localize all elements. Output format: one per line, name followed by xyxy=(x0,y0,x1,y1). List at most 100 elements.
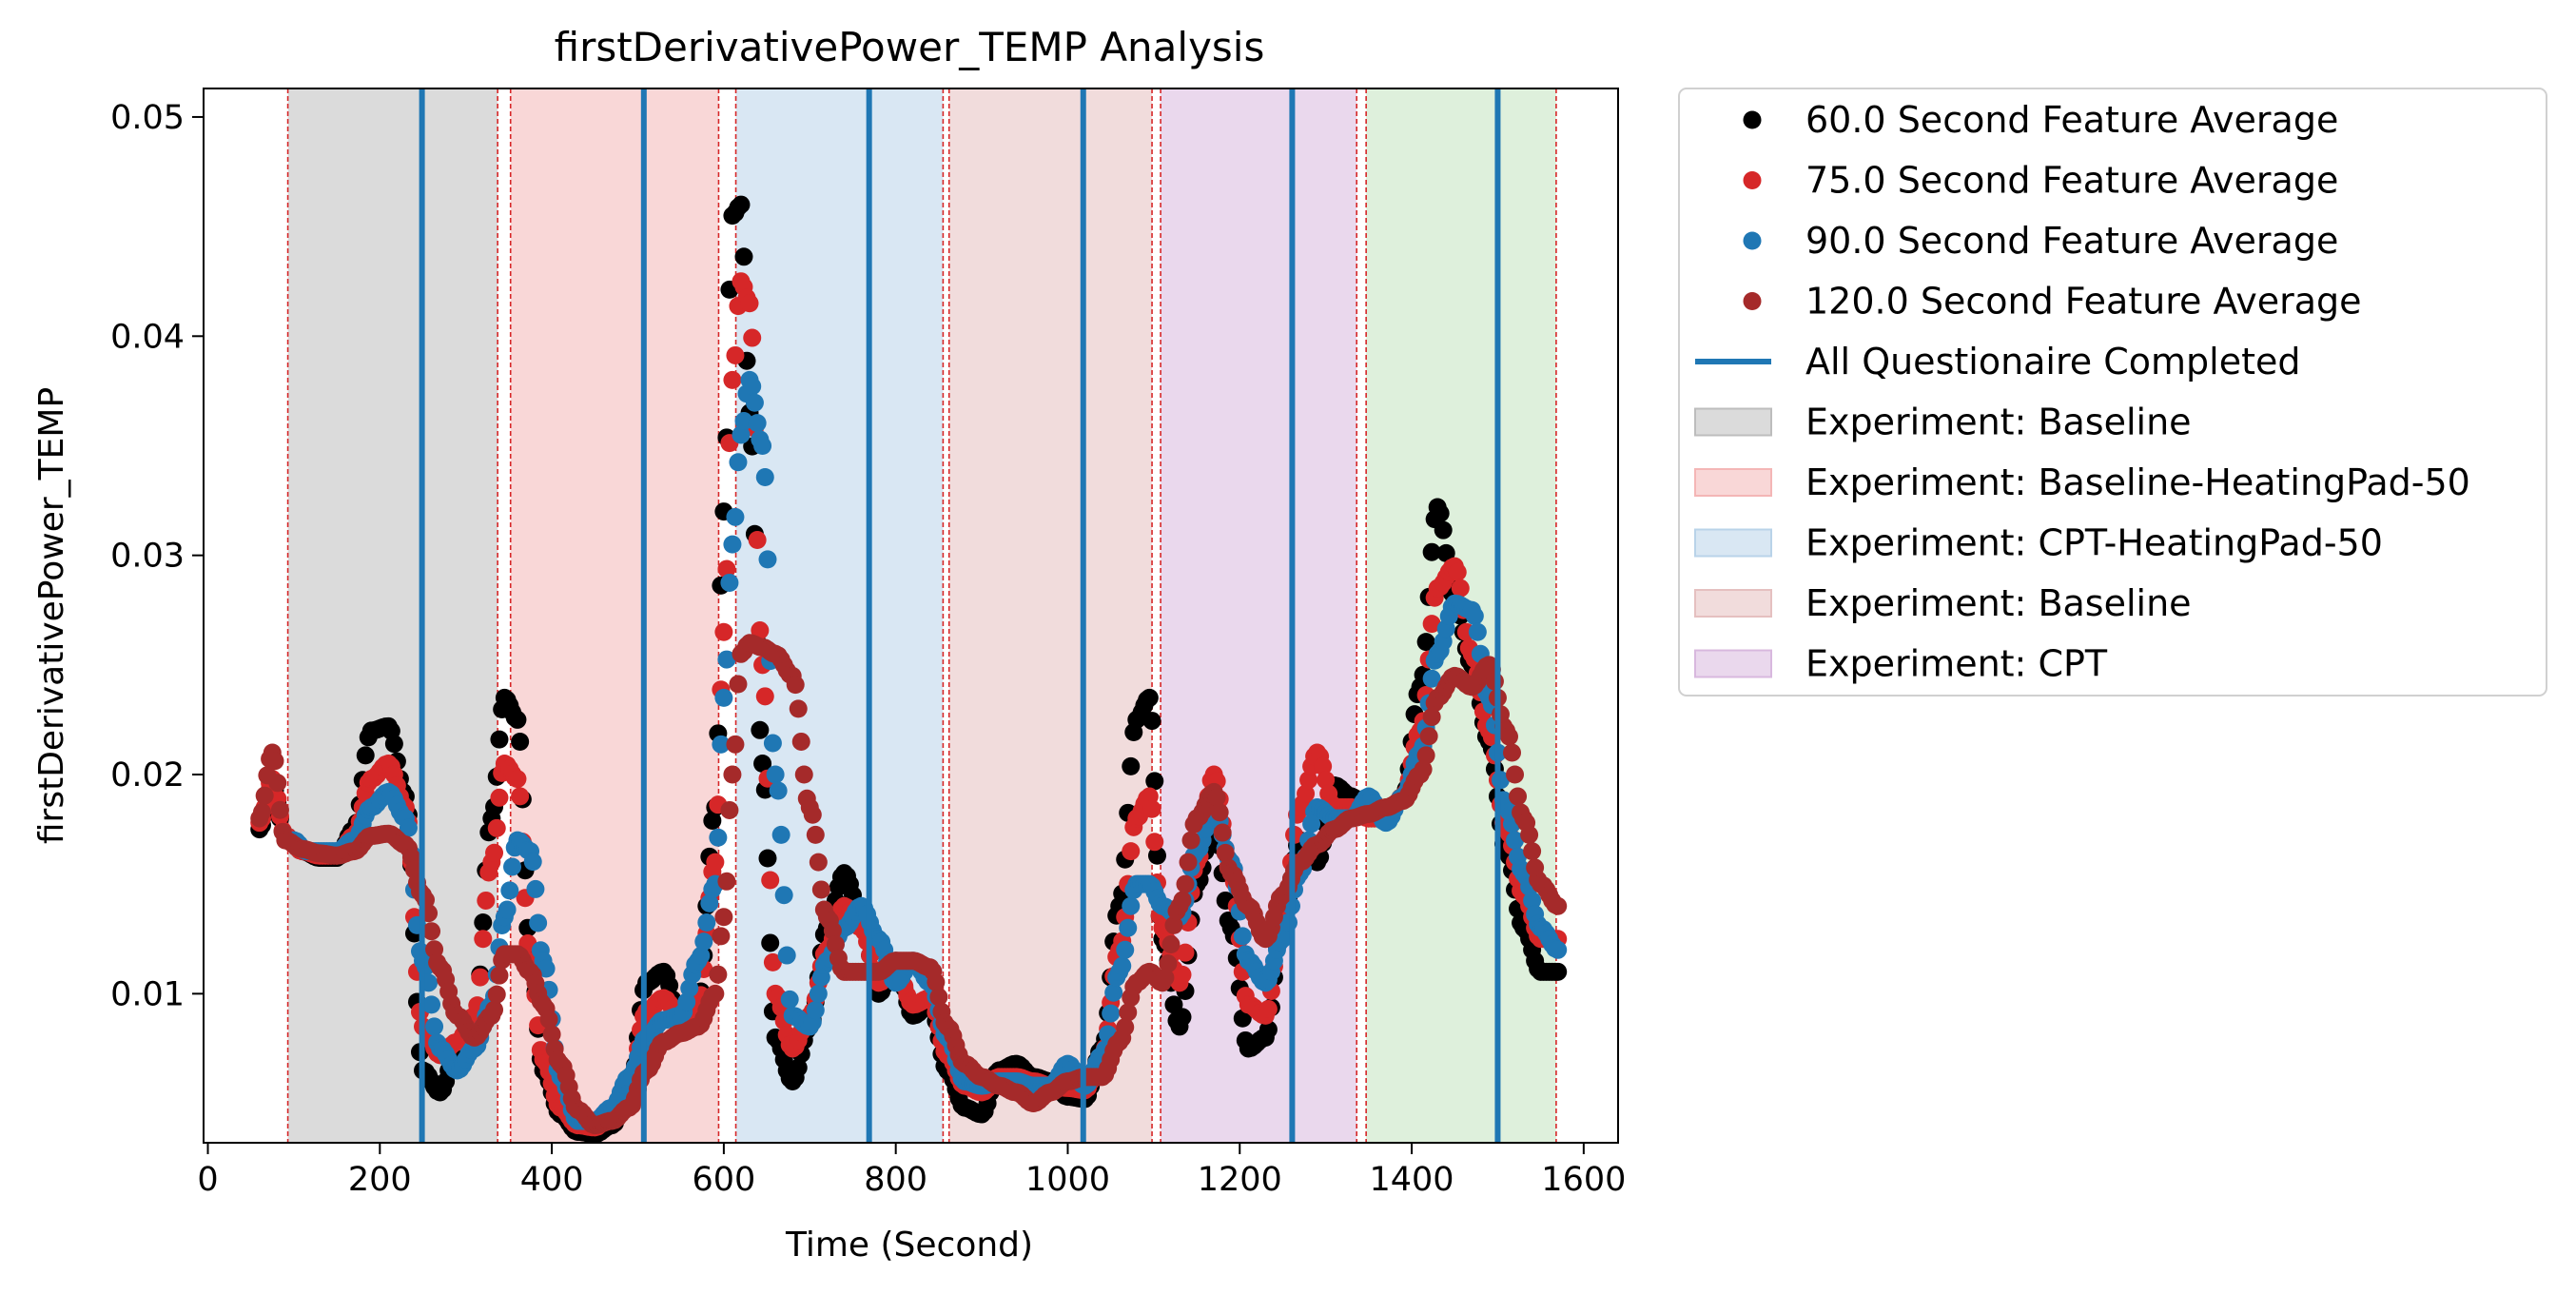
data-point xyxy=(1142,712,1161,731)
data-point xyxy=(542,1025,561,1044)
data-point xyxy=(755,687,774,706)
data-point xyxy=(734,247,753,266)
data-point xyxy=(1145,772,1164,791)
data-point xyxy=(729,453,748,472)
data-point xyxy=(500,881,519,900)
legend-item-2: 75.0 Second Feature Average xyxy=(1743,160,2338,202)
data-point xyxy=(789,699,808,718)
data-point xyxy=(1503,743,1522,762)
x-tick-label: 200 xyxy=(348,1161,412,1199)
data-point xyxy=(1147,846,1166,865)
data-point xyxy=(1422,669,1441,688)
data-point xyxy=(1210,803,1229,822)
data-point xyxy=(1506,765,1525,784)
data-point xyxy=(1207,788,1226,807)
data-point xyxy=(806,1001,825,1020)
data-point xyxy=(780,990,799,1009)
data-point xyxy=(712,735,731,754)
data-point xyxy=(523,853,542,872)
data-point xyxy=(1509,787,1528,806)
experiment-regions xyxy=(287,88,1556,1143)
data-point xyxy=(1213,823,1232,842)
data-point xyxy=(1259,999,1278,1018)
data-point xyxy=(511,787,530,806)
data-point xyxy=(677,992,696,1011)
data-point xyxy=(1523,842,1542,861)
data-point xyxy=(1181,831,1200,850)
x-tick-label: 600 xyxy=(692,1161,755,1199)
legend-marker xyxy=(1743,171,1762,189)
data-point xyxy=(526,879,545,898)
data-point xyxy=(809,984,828,1003)
data-point xyxy=(786,676,805,695)
data-point xyxy=(763,952,782,971)
data-point xyxy=(1233,927,1252,946)
data-point xyxy=(758,849,777,868)
data-point xyxy=(529,913,548,932)
legend-patch xyxy=(1694,649,1772,678)
data-point xyxy=(490,730,509,749)
legend-label: Experiment: Baseline xyxy=(1805,582,2192,624)
data-point xyxy=(1485,672,1504,691)
data-point xyxy=(1416,746,1435,765)
data-point xyxy=(755,467,774,486)
data-point xyxy=(474,912,493,932)
legend-label: All Questionaire Completed xyxy=(1805,341,2301,383)
data-point xyxy=(1259,1020,1278,1039)
legend-patch xyxy=(1694,528,1772,558)
legend-item-10: Experiment: CPT xyxy=(1694,643,2108,685)
legend-label: Experiment: Baseline-HeatingPad-50 xyxy=(1805,461,2470,503)
legend-marker xyxy=(1743,110,1762,129)
data-point xyxy=(511,733,530,752)
data-point xyxy=(1422,708,1441,727)
data-point xyxy=(1159,954,1178,973)
legend-label: 75.0 Second Feature Average xyxy=(1805,160,2338,202)
data-point xyxy=(487,818,506,837)
data-point xyxy=(1104,983,1123,1002)
data-point xyxy=(753,436,772,455)
legend-item-9: Experiment: Baseline xyxy=(1694,582,2192,624)
data-point xyxy=(712,927,731,946)
data-point xyxy=(508,710,527,729)
data-point xyxy=(422,922,441,941)
data-point xyxy=(1179,853,1198,872)
y-tick-label: 0.02 xyxy=(110,756,185,795)
data-point xyxy=(1317,771,1336,790)
y-tick-label: 0.05 xyxy=(110,99,185,137)
data-point xyxy=(1233,1009,1252,1028)
data-point xyxy=(1216,843,1235,862)
legend-item-1: 60.0 Second Feature Average xyxy=(1743,99,2338,141)
chart-title: firstDerivativePower_TEMP Analysis xyxy=(555,24,1265,70)
data-point xyxy=(723,535,742,554)
data-point xyxy=(1549,940,1568,959)
data-point xyxy=(1414,760,1433,779)
legend-item-7: Experiment: Baseline-HeatingPad-50 xyxy=(1694,461,2470,503)
data-point xyxy=(1142,799,1161,818)
data-point xyxy=(1434,520,1453,540)
data-point xyxy=(823,921,842,940)
data-point xyxy=(1520,825,1539,844)
data-point xyxy=(1176,874,1195,893)
legend-patch xyxy=(1694,589,1772,618)
data-point xyxy=(1122,756,1141,775)
legend-item-5: All Questionaire Completed xyxy=(1695,341,2301,383)
data-point xyxy=(1156,968,1175,987)
data-point xyxy=(1549,896,1568,915)
data-point xyxy=(806,825,825,844)
data-point xyxy=(477,891,496,910)
data-point xyxy=(726,735,745,754)
x-axis-ticks: 0 200 400 600 800 1000 1200 1400 1600 xyxy=(197,1143,1626,1199)
legend-frame xyxy=(1678,88,2547,697)
x-tick-label: 800 xyxy=(864,1161,927,1199)
data-point xyxy=(717,559,736,579)
data-point xyxy=(732,195,751,214)
data-point xyxy=(753,754,772,773)
legend-label: 120.0 Second Feature Average xyxy=(1805,281,2362,323)
legend-item-8: Experiment: CPT-HeatingPad-50 xyxy=(1694,522,2383,564)
data-point xyxy=(1119,918,1138,937)
data-point xyxy=(485,843,504,862)
data-point xyxy=(927,972,946,991)
x-axis-label: Time (Second) xyxy=(785,1226,1033,1265)
data-point xyxy=(766,765,785,784)
